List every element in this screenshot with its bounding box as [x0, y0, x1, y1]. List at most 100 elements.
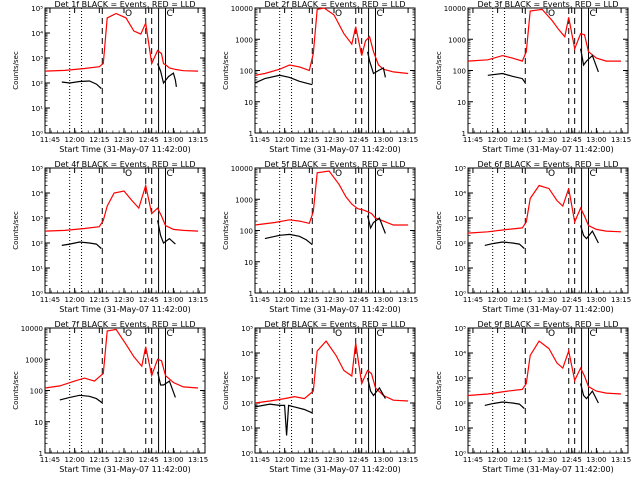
x-tick-label: 12:45 — [349, 456, 369, 464]
panel-title: Det 9f BLACK = Events, RED = LLD — [477, 320, 618, 329]
y-tick-label: 10 — [244, 259, 253, 267]
marker-flag-label: O — [548, 169, 555, 179]
events-series-line — [484, 401, 525, 409]
x-tick-label: 13:15 — [188, 456, 208, 464]
detector-panel-4: Det 4f BLACK = Events, RED = LLD 10⁰ 10¹ 10… — [12, 160, 208, 314]
y-axis-label: Counts/sec — [435, 51, 443, 90]
lld-series-line — [254, 340, 409, 404]
x-tick-label: 12:45 — [349, 136, 369, 144]
y-tick-label: 100 — [240, 228, 253, 236]
y-tick-label: 10⁴ — [31, 190, 43, 198]
detector-panel-3: Det 3f BLACK = Events, RED = LLD 1 10 100 10… — [435, 0, 631, 154]
y-axis-label: Counts/sec — [12, 51, 20, 90]
plot-frame — [467, 327, 629, 454]
x-axis-label: Start Time (31-May-07 11:42:00) — [269, 145, 400, 154]
x-tick-label: 12:15 — [89, 456, 109, 464]
events-series-line — [59, 394, 103, 404]
x-tick-label: 13:00 — [586, 296, 606, 304]
panel-title: Det 5f BLACK = Events, RED = LLD — [264, 160, 405, 169]
y-tick-label: 1 — [249, 290, 253, 298]
events-series-line — [484, 241, 525, 249]
marker-flag-label: C — [589, 329, 595, 339]
x-tick-label: 12:00 — [488, 296, 508, 304]
y-tick-label: 100 — [30, 388, 43, 396]
x-tick-label: 12:30 — [537, 136, 557, 144]
y-tick-label: 100 — [453, 68, 466, 76]
marker-flag-label: C — [166, 329, 172, 339]
y-tick-label: 10⁵ — [454, 325, 466, 333]
events-series-line — [580, 48, 599, 73]
x-tick-label: 13:00 — [586, 456, 606, 464]
panel-title: Det 2f BLACK = Events, RED = LLD — [264, 0, 405, 9]
x-tick-label: 11:45 — [463, 456, 483, 464]
x-axis-label: Start Time (31-May-07 11:42:00) — [482, 305, 613, 314]
events-series-line — [580, 383, 599, 404]
events-series-line — [157, 371, 176, 398]
y-tick-label: 10³ — [454, 375, 466, 383]
x-tick-label: 13:15 — [398, 296, 418, 304]
x-tick-label: 12:45 — [562, 456, 582, 464]
y-tick-label: 10⁰ — [454, 450, 466, 458]
y-tick-label: 10³ — [31, 55, 43, 63]
plot-frame — [254, 7, 416, 134]
x-tick-label: 11:45 — [40, 136, 60, 144]
events-series-line — [254, 403, 313, 436]
y-tick-label: 10⁰ — [454, 290, 466, 298]
x-tick-label: 12:15 — [299, 136, 319, 144]
x-tick-label: 12:00 — [65, 296, 85, 304]
detector-panel-6: Det 6f BLACK = Events, RED = LLD 10⁰ 10¹ 10… — [435, 160, 631, 314]
lld-series-line — [44, 328, 199, 389]
plot-frame — [254, 167, 416, 294]
y-tick-label: 10 — [34, 419, 43, 427]
y-tick-label: 10¹ — [31, 105, 43, 113]
x-tick-label: 13:15 — [188, 136, 208, 144]
marker-flag-label: C — [376, 169, 382, 179]
y-tick-label: 10² — [454, 400, 466, 408]
y-axis-label: Counts/sec — [222, 371, 230, 410]
y-tick-label: 10² — [454, 240, 466, 248]
x-tick-label: 13:00 — [373, 296, 393, 304]
plot-frame — [44, 327, 206, 454]
x-tick-label: 13:15 — [398, 456, 418, 464]
detector-panel-2: Det 2f BLACK = Events, RED = LLD 1 10 100 10… — [222, 0, 418, 154]
y-tick-label: 10³ — [241, 375, 253, 383]
x-tick-label: 12:30 — [324, 296, 344, 304]
marker-flag-label: C — [166, 169, 172, 179]
y-tick-label: 10⁰ — [241, 450, 253, 458]
y-tick-label: 10² — [31, 240, 43, 248]
marker-flag-label: C — [376, 329, 382, 339]
marker-flag-label: O — [125, 9, 132, 19]
x-axis-label: Start Time (31-May-07 11:42:00) — [59, 145, 190, 154]
x-tick-label: 12:15 — [299, 296, 319, 304]
marker-flag-label: O — [548, 9, 555, 19]
x-tick-label: 11:45 — [40, 296, 60, 304]
lld-series-line — [467, 8, 622, 62]
y-tick-label: 10 — [244, 99, 253, 107]
y-tick-label: 10¹ — [454, 425, 466, 433]
x-tick-label: 12:00 — [65, 136, 85, 144]
lld-series-line — [467, 340, 622, 397]
x-tick-label: 12:30 — [114, 136, 134, 144]
y-tick-label: 10000 — [231, 165, 253, 173]
x-tick-label: 13:00 — [163, 136, 183, 144]
y-tick-label: 1 — [462, 130, 466, 138]
x-tick-label: 13:15 — [611, 136, 631, 144]
x-tick-label: 12:00 — [275, 136, 295, 144]
y-tick-label: 10⁵ — [31, 165, 43, 173]
detector-panel-1: Det 1f BLACK = Events, RED = LLD 10⁰ 10¹ 10… — [12, 0, 208, 154]
x-tick-label: 13:00 — [373, 136, 393, 144]
plot-frame — [467, 7, 629, 134]
marker-flag-label: O — [335, 329, 342, 339]
y-tick-label: 1 — [39, 450, 43, 458]
x-tick-label: 12:45 — [139, 296, 159, 304]
x-tick-label: 12:30 — [324, 136, 344, 144]
detector-panel-7: Det 7f BLACK = Events, RED = LLD 1 10 100 10… — [12, 320, 208, 474]
y-tick-label: 10² — [31, 80, 43, 88]
x-tick-label: 12:30 — [114, 456, 134, 464]
x-tick-label: 12:15 — [512, 296, 532, 304]
x-tick-label: 12:00 — [488, 456, 508, 464]
x-tick-label: 11:45 — [463, 296, 483, 304]
panel-title: Det 3f BLACK = Events, RED = LLD — [477, 0, 618, 9]
y-axis-label: Counts/sec — [222, 211, 230, 250]
x-tick-label: 13:15 — [398, 136, 418, 144]
